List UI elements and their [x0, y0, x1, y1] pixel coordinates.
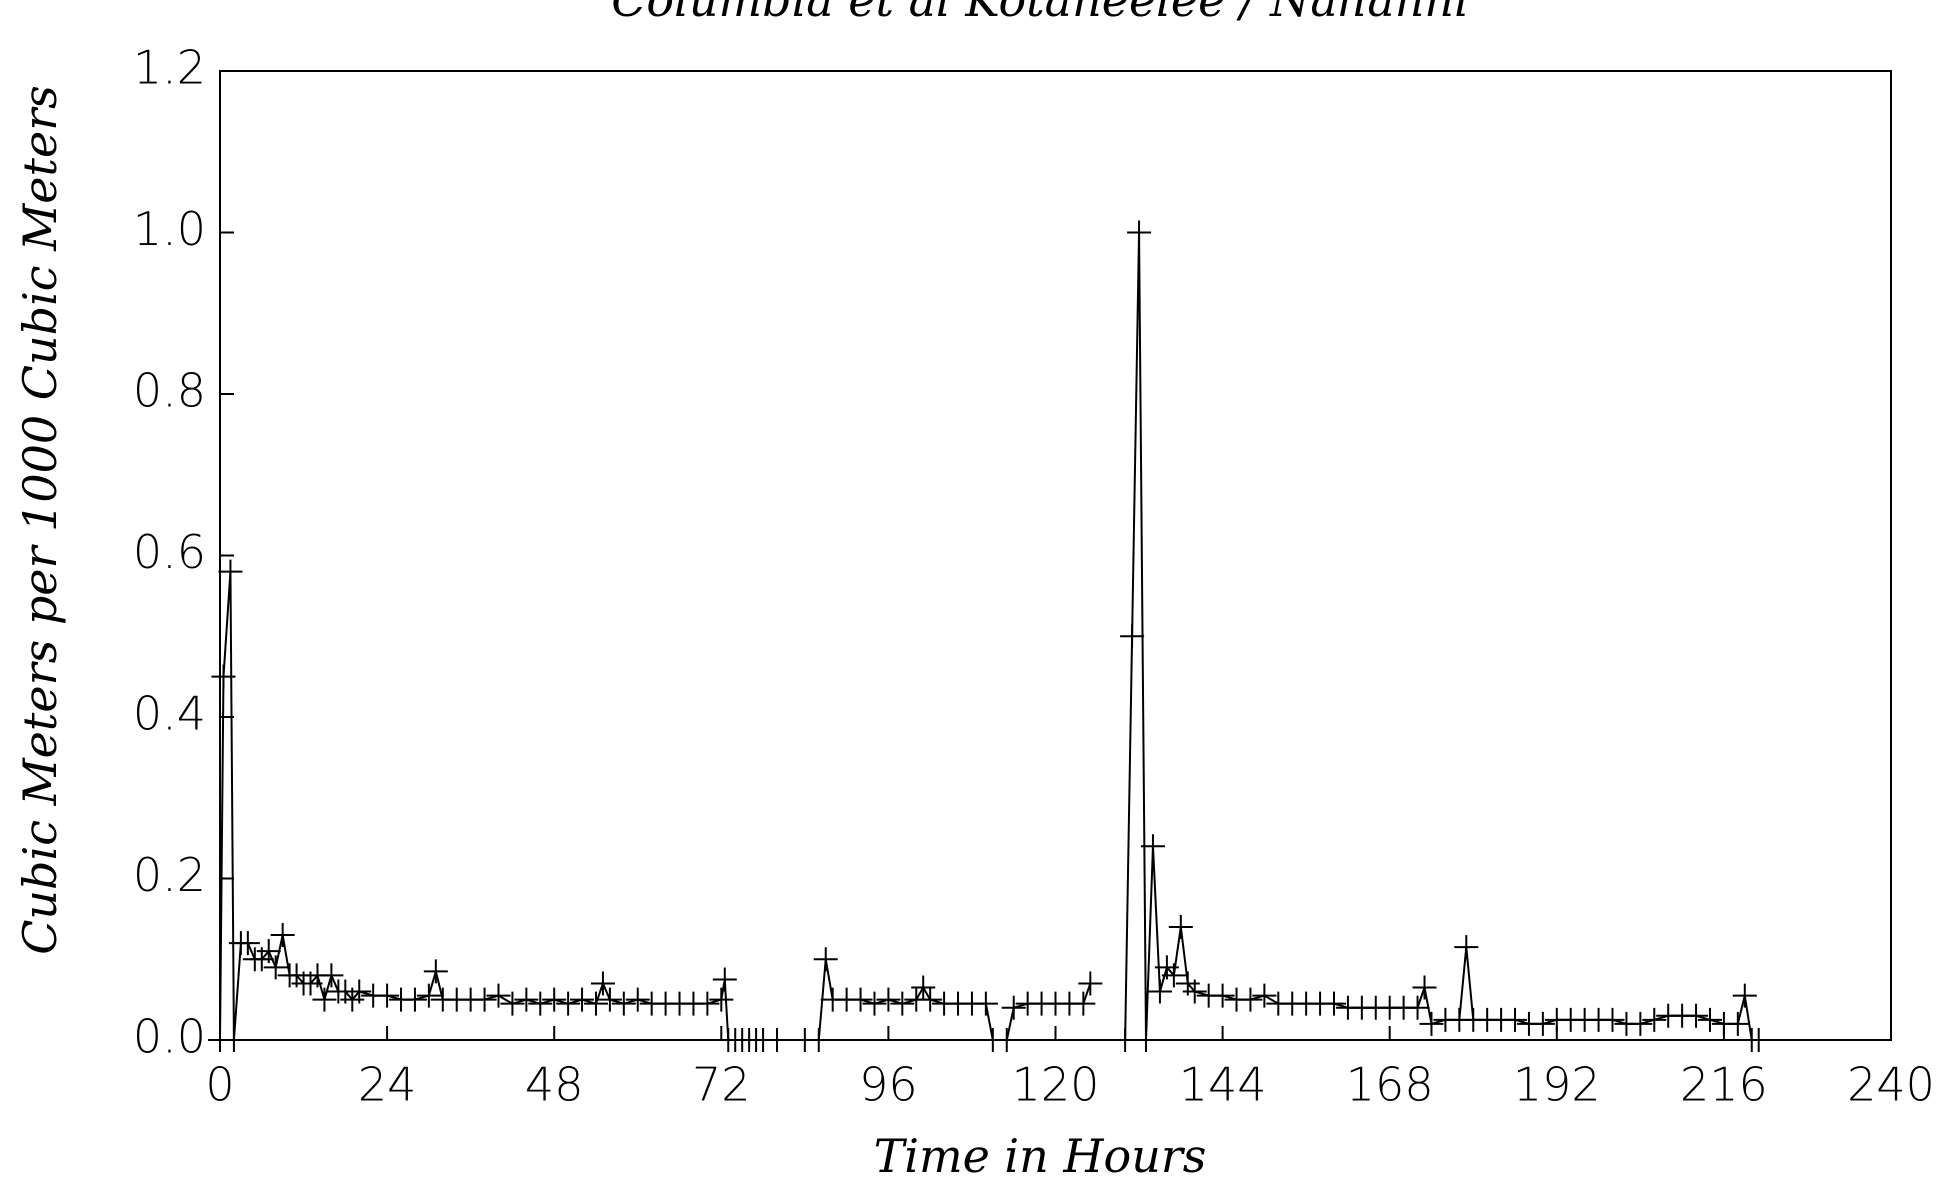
- marker: [542, 987, 567, 1012]
- marker: [1161, 963, 1186, 988]
- marker: [1078, 971, 1103, 996]
- marker: [848, 987, 873, 1012]
- marker: [270, 923, 295, 948]
- x-tick-label: 48: [525, 1058, 584, 1112]
- marker: [528, 991, 553, 1016]
- marker: [218, 559, 243, 584]
- marker: [1322, 991, 1346, 1016]
- marker: [583, 991, 608, 1016]
- marker: [347, 979, 372, 1004]
- marker: [1168, 914, 1193, 939]
- marker: [375, 983, 400, 1008]
- x-tick-label: 216: [1680, 1058, 1768, 1112]
- marker: [1238, 987, 1263, 1012]
- x-tick-label: 168: [1346, 1058, 1434, 1112]
- marker: [1182, 979, 1207, 1004]
- marker: [1127, 220, 1152, 245]
- marker: [1113, 1028, 1138, 1052]
- marker: [994, 1028, 1019, 1052]
- chart-title: Columbia et al Kotaneelee / Nahanni: [611, 0, 1469, 27]
- marker: [876, 987, 901, 1012]
- x-tick-label: 120: [1012, 1058, 1100, 1112]
- marker: [1419, 1011, 1444, 1036]
- marker: [1642, 1007, 1667, 1032]
- marker: [423, 959, 448, 984]
- marker: [1628, 1011, 1653, 1036]
- marker: [625, 987, 650, 1012]
- marker: [1071, 991, 1096, 1016]
- marker: [1252, 983, 1277, 1008]
- marker: [1454, 935, 1479, 960]
- marker: [695, 991, 720, 1016]
- x-tick-label: 240: [1847, 1058, 1935, 1112]
- x-tick-label: 96: [859, 1058, 918, 1112]
- marker: [597, 987, 622, 1012]
- marker: [1697, 1007, 1722, 1032]
- marker: [556, 991, 581, 1016]
- marker: [211, 664, 236, 689]
- marker: [1600, 1007, 1625, 1032]
- marker: [712, 967, 737, 992]
- x-tick-label: 0: [205, 1058, 234, 1112]
- marker: [611, 991, 636, 1016]
- marker: [221, 1028, 246, 1052]
- marker: [590, 971, 615, 996]
- marker: [500, 991, 525, 1016]
- y-axis-label: Cubic Meters per 1000 Cubic Meters: [13, 85, 67, 955]
- marker: [319, 963, 344, 988]
- marker: [1684, 1003, 1709, 1028]
- x-tick-label: 72: [692, 1058, 751, 1112]
- marker: [890, 991, 915, 1016]
- marker: [1412, 975, 1437, 1000]
- marker: [1503, 1007, 1528, 1032]
- marker: [1001, 995, 1026, 1020]
- marker: [570, 987, 595, 1012]
- y-tick-label: 0.8: [133, 364, 206, 418]
- x-tick-label: 144: [1179, 1058, 1267, 1112]
- y-tick-label: 1.2: [133, 41, 206, 95]
- marker: [1746, 1028, 1771, 1052]
- y-tick-label: 1.0: [133, 202, 206, 256]
- y-tick-label: 0.0: [133, 1010, 206, 1064]
- x-tick-label: 192: [1513, 1058, 1601, 1112]
- data-line: [219, 232, 1759, 1041]
- plot-frame: [219, 70, 1892, 1041]
- marker: [1120, 624, 1145, 649]
- marker: [813, 947, 838, 972]
- marker: [402, 987, 427, 1012]
- marker: [486, 983, 511, 1008]
- x-tick-label: 24: [358, 1058, 417, 1112]
- x-axis-label: Time in Hours: [874, 1129, 1207, 1183]
- marker: [312, 987, 337, 1012]
- marker: [514, 987, 539, 1012]
- marker: [235, 931, 260, 956]
- y-tick-label: 0.4: [133, 687, 206, 741]
- marker: [1725, 1011, 1750, 1036]
- marker: [1140, 834, 1165, 859]
- marker: [918, 987, 943, 1012]
- marker: [862, 991, 887, 1016]
- marker: [1732, 983, 1757, 1008]
- marker: [416, 983, 441, 1008]
- marker: [1405, 995, 1430, 1020]
- marker: [765, 1028, 789, 1052]
- y-tick-label: 0.2: [133, 848, 206, 902]
- marker: [709, 987, 734, 1012]
- marker: [973, 991, 998, 1016]
- marker: [263, 955, 288, 980]
- marker: [1134, 1028, 1159, 1052]
- marker: [911, 975, 936, 1000]
- marker: [1530, 1011, 1555, 1036]
- marker: [806, 1028, 831, 1052]
- marker: [1210, 983, 1235, 1008]
- y-tick-label: 0.6: [133, 525, 206, 579]
- marker: [1147, 979, 1172, 1004]
- marker: [256, 939, 281, 964]
- marker: [472, 987, 497, 1012]
